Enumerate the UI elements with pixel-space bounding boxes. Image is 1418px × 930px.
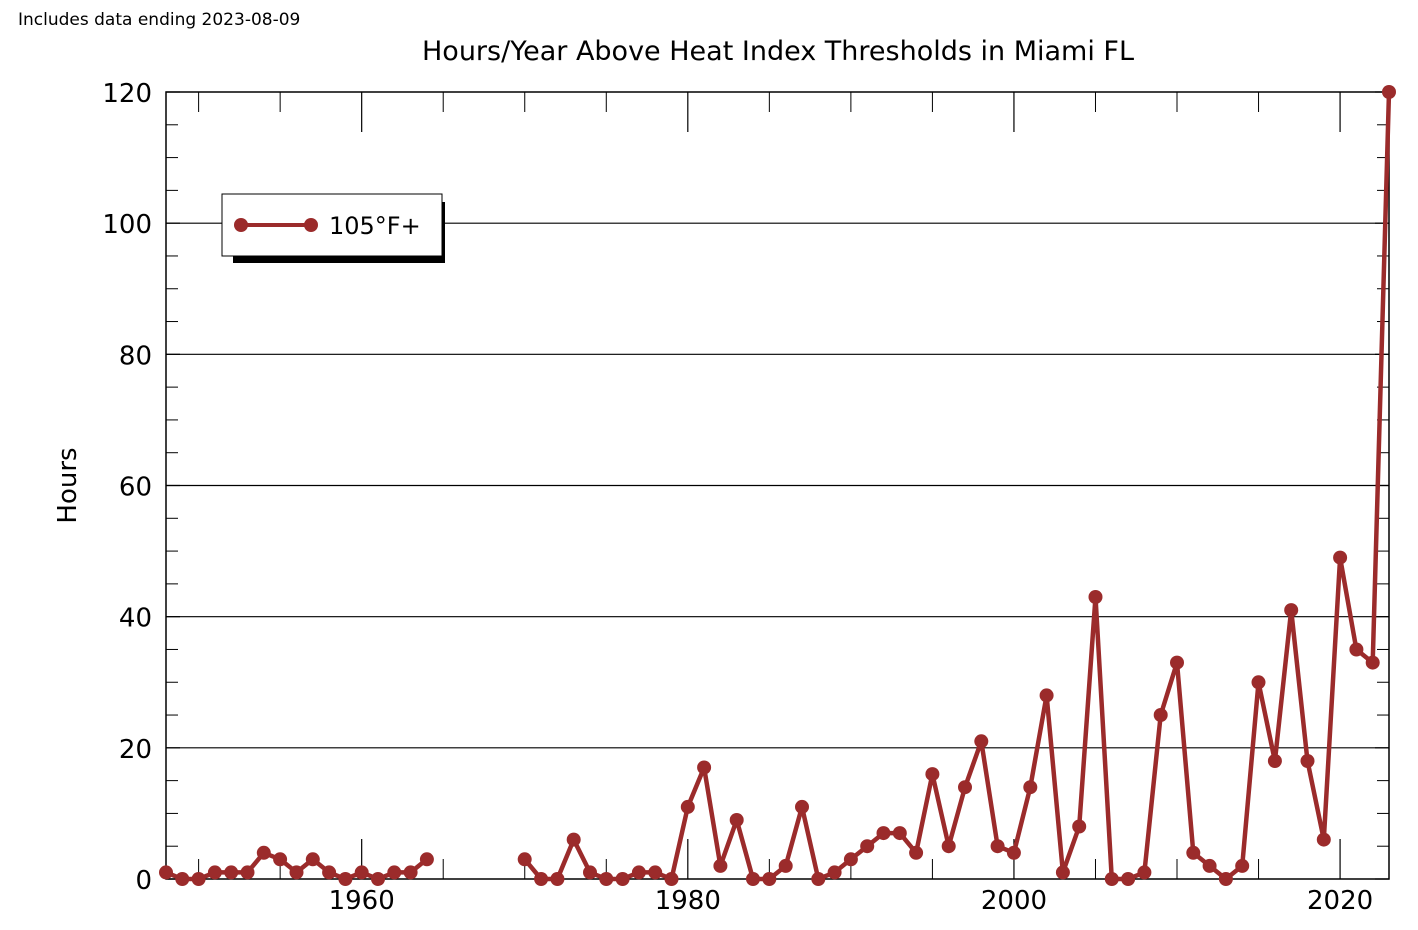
data-point	[909, 845, 924, 860]
series-105f	[159, 85, 1396, 886]
data-point	[273, 852, 288, 867]
data-point	[1153, 708, 1168, 722]
data-point	[1055, 865, 1070, 880]
data-point	[419, 852, 434, 867]
x-tick-label: 2020	[1307, 886, 1373, 916]
y-axis-ticks: 0 20 40 60 80 100 120	[102, 79, 1389, 896]
data-ending-note: Includes data ending 2023-08-09	[18, 10, 301, 30]
data-point	[1039, 688, 1054, 703]
data-point	[289, 865, 304, 880]
y-tick-label: 40	[119, 604, 152, 634]
data-point	[403, 865, 418, 880]
data-point	[762, 872, 777, 886]
y-tick-label: 0	[135, 866, 152, 896]
data-point	[664, 872, 679, 886]
x-axis-ticks: 1960 1980 2000 2020	[329, 92, 1373, 916]
legend: 105°F+	[221, 193, 445, 263]
x-tick-label: 1980	[655, 886, 721, 916]
data-point	[990, 839, 1005, 854]
data-point	[371, 872, 385, 886]
data-point	[1023, 780, 1038, 795]
data-point	[1170, 655, 1184, 670]
data-point	[175, 872, 190, 886]
data-point	[697, 760, 712, 775]
data-point	[1316, 832, 1331, 847]
data-point	[240, 865, 255, 880]
data-point	[1235, 858, 1250, 873]
data-point	[713, 858, 728, 873]
data-point	[550, 872, 565, 886]
data-point	[159, 865, 173, 880]
chart-title: Hours/Year Above Heat Index Thresholds i…	[422, 36, 1134, 67]
data-point	[958, 780, 972, 795]
data-point	[207, 865, 222, 880]
minor-ticks	[166, 92, 1389, 879]
data-point	[974, 734, 989, 749]
data-point	[1202, 858, 1217, 873]
data-point	[322, 865, 337, 880]
data-point	[1251, 675, 1266, 690]
data-point	[648, 865, 663, 880]
data-point	[517, 852, 532, 867]
data-point	[1088, 590, 1103, 604]
data-point	[1137, 865, 1152, 880]
data-point	[534, 872, 549, 886]
x-tick-label: 2000	[981, 886, 1047, 916]
data-point	[338, 872, 353, 886]
legend-marker	[304, 218, 318, 232]
data-point	[925, 767, 940, 782]
data-point	[1267, 754, 1282, 768]
data-point	[256, 845, 271, 860]
data-point	[876, 826, 891, 841]
data-point	[583, 865, 597, 880]
data-point	[1382, 85, 1396, 99]
data-point	[860, 839, 875, 854]
y-tick-label: 120	[102, 79, 152, 109]
legend-label: 105°F+	[329, 212, 421, 240]
y-axis-label: Hours	[53, 447, 83, 523]
data-point	[224, 865, 239, 880]
data-point	[746, 872, 760, 886]
data-point	[941, 839, 956, 854]
grid-lines	[166, 222, 1389, 749]
data-point	[778, 858, 793, 873]
data-point	[599, 872, 614, 886]
data-point	[191, 872, 206, 886]
data-point	[1333, 550, 1348, 565]
data-point	[811, 872, 826, 886]
data-point	[631, 865, 646, 880]
data-point	[305, 852, 320, 867]
data-point	[795, 799, 809, 814]
data-point	[843, 852, 858, 867]
y-tick-label: 20	[119, 735, 152, 765]
y-tick-label: 80	[119, 341, 152, 371]
data-point	[1104, 872, 1119, 886]
data-point	[1349, 642, 1364, 657]
data-point	[1300, 754, 1315, 768]
data-point	[1284, 603, 1299, 618]
plot-frame	[165, 91, 1390, 880]
y-tick-label: 60	[119, 473, 152, 503]
data-point	[387, 865, 402, 880]
x-tick-label: 1960	[329, 886, 395, 916]
data-point	[1006, 845, 1021, 860]
data-point	[1072, 819, 1087, 834]
legend-marker	[234, 218, 248, 232]
data-point	[615, 872, 630, 886]
data-point	[566, 832, 581, 847]
data-point	[1121, 872, 1136, 886]
data-point	[680, 799, 695, 814]
data-point	[827, 865, 842, 880]
data-point	[1186, 845, 1201, 860]
data-point	[1218, 872, 1233, 886]
data-point	[354, 865, 369, 880]
data-point	[892, 826, 907, 841]
data-point	[1365, 655, 1380, 670]
data-point	[729, 813, 744, 827]
y-tick-label: 100	[102, 210, 152, 240]
